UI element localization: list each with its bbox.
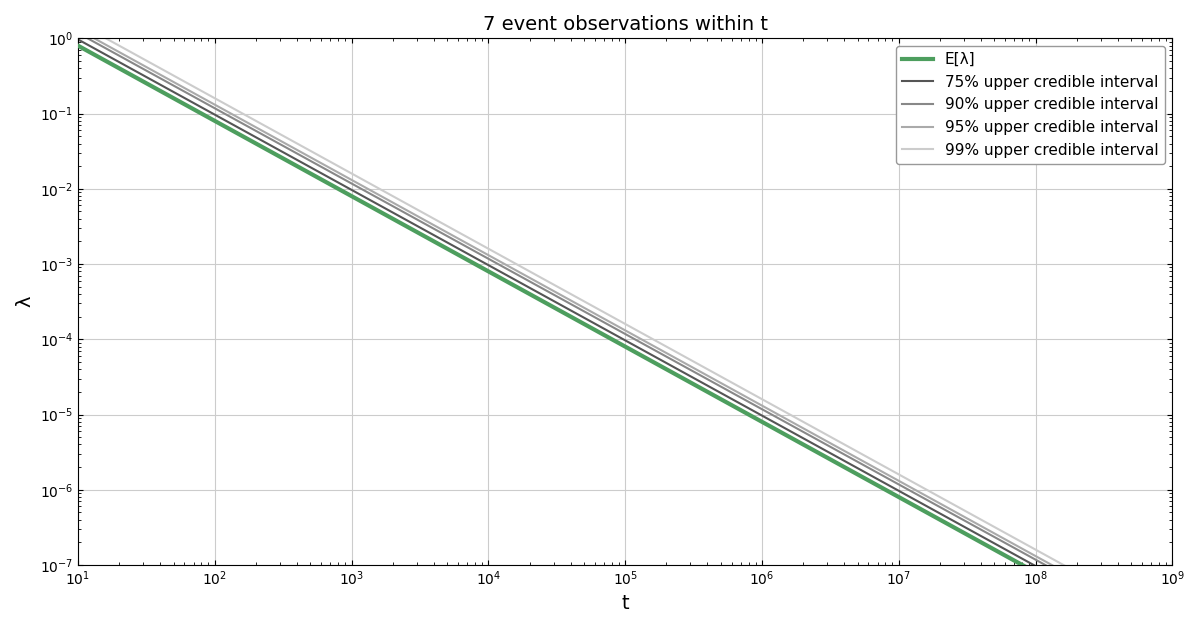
90% upper credible interval — [553, 295, 568, 302]
75% upper credible interval — [944, 516, 959, 523]
75% upper credible interval — [822, 449, 836, 457]
95% upper credible interval — [822, 439, 836, 447]
Legend: E[λ], 75% upper credible interval, 90% upper credible interval, 95% upper credib: E[λ], 75% upper credible interval, 90% u… — [896, 46, 1165, 164]
75% upper credible interval — [182, 97, 197, 105]
95% upper credible interval — [71, 26, 85, 33]
95% upper credible interval — [944, 506, 959, 513]
75% upper credible interval — [71, 36, 85, 43]
99% upper credible interval — [514, 263, 528, 270]
E[λ] — [553, 307, 568, 315]
90% upper credible interval — [71, 30, 85, 37]
Line: E[λ]: E[λ] — [78, 46, 1172, 628]
Line: 95% upper credible interval: 95% upper credible interval — [78, 30, 1172, 628]
75% upper credible interval — [924, 505, 938, 512]
95% upper credible interval — [182, 87, 197, 95]
99% upper credible interval — [553, 284, 568, 292]
95% upper credible interval — [924, 495, 938, 502]
99% upper credible interval — [822, 433, 836, 440]
E[λ] — [182, 104, 197, 111]
Line: 99% upper credible interval: 99% upper credible interval — [78, 23, 1172, 625]
E[λ] — [514, 285, 528, 293]
E[λ] — [944, 522, 959, 529]
E[λ] — [924, 511, 938, 519]
E[λ] — [71, 42, 85, 50]
99% upper credible interval — [182, 80, 197, 88]
99% upper credible interval — [944, 499, 959, 507]
Line: 75% upper credible interval: 75% upper credible interval — [78, 40, 1172, 628]
99% upper credible interval — [71, 19, 85, 27]
90% upper credible interval — [822, 443, 836, 450]
95% upper credible interval — [514, 269, 528, 276]
99% upper credible interval — [1165, 621, 1180, 628]
90% upper credible interval — [514, 273, 528, 280]
Y-axis label: λ: λ — [14, 296, 34, 308]
95% upper credible interval — [553, 291, 568, 298]
90% upper credible interval — [182, 90, 197, 98]
E[λ] — [822, 455, 836, 463]
Line: 90% upper credible interval: 90% upper credible interval — [78, 33, 1172, 628]
75% upper credible interval — [553, 301, 568, 308]
X-axis label: t: t — [622, 594, 629, 613]
90% upper credible interval — [944, 509, 959, 517]
75% upper credible interval — [514, 279, 528, 286]
Title: 7 event observations within t: 7 event observations within t — [482, 15, 768, 34]
90% upper credible interval — [924, 499, 938, 506]
99% upper credible interval — [924, 489, 938, 496]
